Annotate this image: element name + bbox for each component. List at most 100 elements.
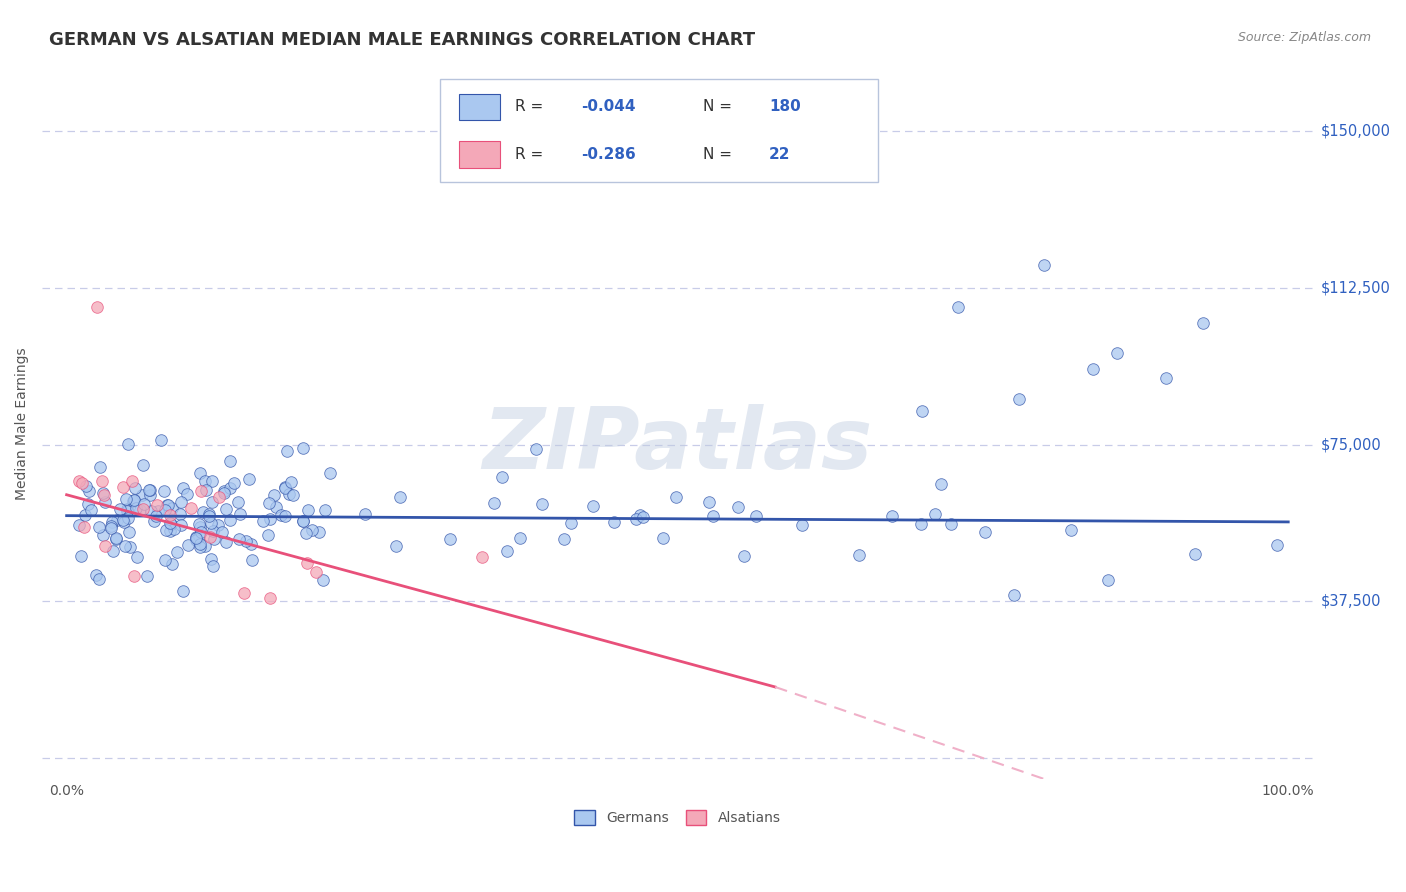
Point	[200, 516, 222, 530]
Text: 180: 180	[769, 99, 800, 114]
Point	[132, 497, 155, 511]
Text: R =: R =	[515, 147, 548, 162]
Point	[114, 539, 136, 553]
Point	[180, 500, 202, 515]
Point	[733, 549, 755, 564]
Point	[172, 583, 194, 598]
Point	[482, 496, 505, 510]
Point	[87, 572, 110, 586]
Point	[122, 492, 145, 507]
Point	[295, 526, 318, 541]
Point	[73, 508, 96, 522]
Point	[91, 528, 114, 542]
Point	[124, 568, 146, 582]
Point	[496, 543, 519, 558]
Point	[195, 483, 218, 497]
Point	[169, 507, 191, 521]
Text: -0.286: -0.286	[581, 147, 636, 162]
Point	[100, 519, 122, 533]
Point	[104, 531, 127, 545]
Point	[104, 533, 127, 547]
Point	[124, 481, 146, 495]
Point	[291, 514, 314, 528]
Point	[1191, 317, 1213, 331]
Point	[125, 501, 148, 516]
Point	[150, 434, 173, 448]
Point	[132, 458, 155, 472]
Point	[188, 467, 211, 481]
Point	[163, 522, 186, 536]
Point	[91, 486, 114, 500]
Point	[1154, 370, 1177, 384]
Text: -0.044: -0.044	[581, 99, 636, 114]
Point	[198, 529, 221, 543]
Point	[1008, 392, 1031, 406]
Y-axis label: Median Male Earnings: Median Male Earnings	[15, 347, 30, 500]
Point	[633, 509, 655, 524]
Point	[207, 518, 229, 533]
Point	[200, 552, 222, 566]
Point	[201, 475, 224, 489]
Point	[792, 517, 814, 532]
Point	[202, 559, 225, 574]
Point	[187, 529, 209, 543]
Point	[301, 523, 323, 537]
Point	[388, 490, 411, 504]
Point	[105, 513, 128, 527]
Point	[194, 539, 217, 553]
Point	[77, 484, 100, 499]
Point	[188, 540, 211, 554]
Point	[100, 521, 122, 535]
Point	[115, 502, 138, 516]
Point	[297, 502, 319, 516]
Point	[145, 509, 167, 524]
Point	[229, 507, 252, 521]
Point	[176, 487, 198, 501]
Point	[745, 509, 768, 524]
Point	[218, 513, 240, 527]
Point	[214, 501, 236, 516]
Point	[924, 507, 946, 521]
Text: Source: ZipAtlas.com: Source: ZipAtlas.com	[1237, 31, 1371, 45]
Point	[1081, 362, 1104, 376]
Point	[138, 488, 160, 502]
Point	[142, 515, 165, 529]
Point	[70, 475, 93, 490]
Point	[222, 475, 245, 490]
Point	[193, 505, 215, 519]
Point	[882, 508, 904, 523]
Point	[848, 548, 870, 562]
Point	[582, 499, 605, 513]
Point	[110, 501, 132, 516]
Text: N =: N =	[703, 99, 737, 114]
Point	[439, 533, 461, 547]
Point	[135, 569, 157, 583]
Point	[190, 524, 212, 539]
Point	[232, 586, 254, 600]
Point	[1097, 573, 1119, 587]
Point	[208, 490, 231, 504]
Point	[93, 488, 115, 502]
Point	[283, 488, 305, 502]
Point	[159, 517, 181, 532]
Point	[111, 480, 134, 494]
Text: GERMAN VS ALSATIAN MEDIAN MALE EARNINGS CORRELATION CHART: GERMAN VS ALSATIAN MEDIAN MALE EARNINGS …	[49, 31, 755, 49]
Point	[101, 515, 124, 529]
Point	[270, 508, 292, 522]
Point	[159, 508, 181, 523]
Point	[198, 509, 221, 524]
Point	[176, 538, 198, 552]
Point	[153, 483, 176, 498]
Point	[121, 494, 143, 508]
Text: $37,500: $37,500	[1322, 594, 1382, 609]
Point	[214, 483, 236, 498]
Point	[697, 494, 720, 508]
Point	[280, 475, 302, 490]
Point	[273, 508, 295, 523]
Point	[239, 537, 262, 551]
Bar	[458, 142, 499, 168]
Point	[624, 512, 647, 526]
Point	[160, 557, 183, 571]
Point	[274, 481, 297, 495]
Point	[186, 531, 208, 545]
